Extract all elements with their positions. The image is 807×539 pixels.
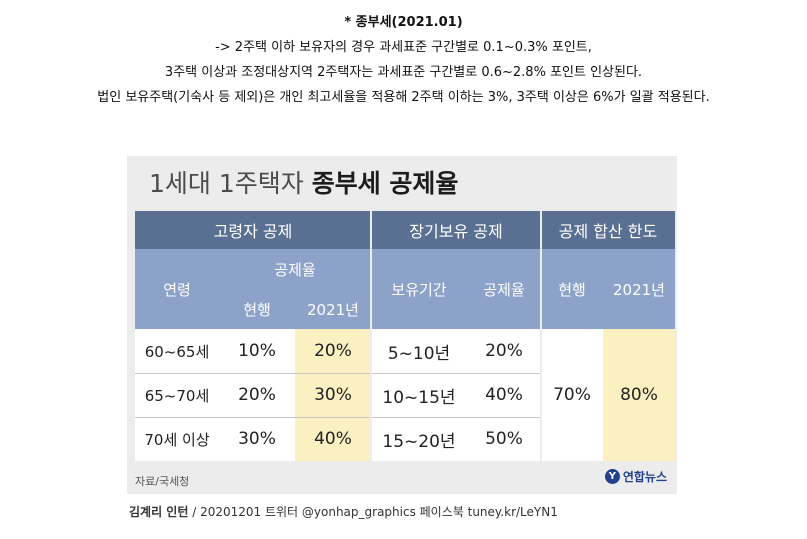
deduction-infographic: 1세대 1주택자 종부세 공제율 고령자 공제 장기보유 공제 공제 합산 한도…: [127, 156, 677, 494]
limit-current-value: 70%: [541, 329, 603, 461]
row-2-current: 20%: [219, 373, 295, 417]
article-title: * 종부세(2021.01): [344, 15, 463, 30]
credit-author: 김계리 인턴: [129, 505, 189, 519]
infographic-title-bold: 종부세 공제율: [311, 169, 459, 198]
subheader-period: 보유기간: [371, 249, 467, 329]
subheader-rate-2: 공제율: [467, 249, 541, 329]
limit-2021-value: 80%: [603, 329, 675, 461]
row-2-2021: 30%: [295, 373, 371, 417]
subheader-rate: 공제율: [219, 249, 371, 289]
source-note: 자료/국세청: [135, 475, 190, 488]
row-3-2021: 40%: [295, 417, 371, 461]
article-line-2: 3주택 이상과 조정대상지역 2주택자는 과세표준 구간별로 0.6~2.8% …: [164, 65, 643, 80]
yonhap-logo-text: 연합뉴스: [622, 470, 667, 484]
row-3-rate: 50%: [467, 417, 541, 461]
article-text: * 종부세(2021.01) -> 2주택 이하 보유자의 경우 과세표준 구간…: [0, 10, 807, 110]
article-line-3: 법인 보유주택(기숙사 등 제외)은 개인 최고세율을 적용해 2주택 이하는 …: [97, 90, 710, 105]
yonhap-logo-icon: Y: [604, 469, 620, 484]
row-1-age: 60~65세: [135, 329, 219, 373]
row-1-current: 10%: [219, 329, 295, 373]
subheader-2021: 2021년: [295, 289, 371, 329]
yonhap-logo: Y 연합뉴스: [604, 468, 667, 485]
deduction-table: 고령자 공제 장기보유 공제 공제 합산 한도 연령 공제율 현행 2021년 …: [135, 211, 675, 461]
row-2-age: 65~70세: [135, 373, 219, 417]
article-line-1: -> 2주택 이하 보유자의 경우 과세표준 구간별로 0.1~0.3% 포인트…: [215, 40, 592, 55]
credit-details: / 20201201 트위터 @yonhap_graphics 페이스북 tun…: [188, 505, 558, 519]
row-2-period: 10~15년: [371, 373, 467, 417]
row-1-2021: 20%: [295, 329, 371, 373]
section-divider: [370, 211, 372, 461]
group-header-longterm: 장기보유 공제: [371, 211, 541, 249]
section-divider: [540, 211, 542, 461]
subheader-current: 현행: [219, 289, 295, 329]
subheader-limit-2021: 2021년: [603, 249, 675, 329]
group-header-elderly: 고령자 공제: [135, 211, 371, 249]
row-2-rate: 40%: [467, 373, 541, 417]
credit-line: 김계리 인턴 / 20201201 트위터 @yonhap_graphics 페…: [129, 503, 558, 520]
row-3-period: 15~20년: [371, 417, 467, 461]
infographic-title-light: 1세대 1주택자: [149, 169, 312, 198]
row-3-age: 70세 이상: [135, 417, 219, 461]
group-header-limit: 공제 합산 한도: [541, 211, 675, 249]
row-1-rate: 20%: [467, 329, 541, 373]
row-1-period: 5~10년: [371, 329, 467, 373]
infographic-title: 1세대 1주택자 종부세 공제율: [149, 164, 458, 204]
subheader-age: 연령: [135, 249, 219, 329]
row-divider: [135, 373, 541, 374]
row-3-current: 30%: [219, 417, 295, 461]
row-divider: [135, 417, 541, 418]
subheader-limit-current: 현행: [541, 249, 603, 329]
